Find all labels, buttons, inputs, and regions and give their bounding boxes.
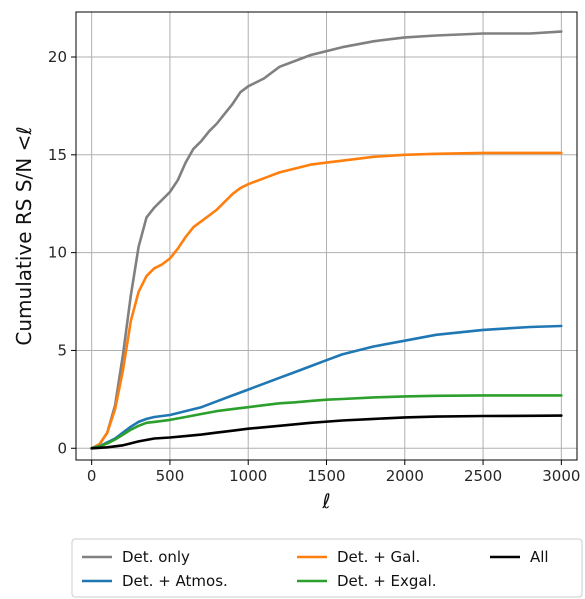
y-tick-label: 10 — [48, 244, 67, 262]
axis-ticks: 0 500 1000 1500 2000 2500 3000 0 5 10 15 20 — [48, 48, 581, 485]
x-tick-label: 2000 — [386, 467, 424, 485]
x-tick-label: 2500 — [464, 467, 502, 485]
x-tick-label: 1500 — [307, 467, 345, 485]
legend-label-det-gal: Det. + Gal. — [337, 548, 420, 566]
x-tick-label: 0 — [87, 467, 97, 485]
grid — [76, 12, 577, 460]
y-tick-label: 0 — [57, 439, 67, 457]
series-line-det-only — [90, 30, 563, 450]
x-tick-label: 1000 — [229, 467, 267, 485]
x-tick-label: 500 — [156, 467, 185, 485]
x-axis-label: ℓ — [321, 489, 330, 513]
x-tick-label: 3000 — [542, 467, 580, 485]
legend-label-all: All — [530, 548, 549, 566]
y-axis-label: Cumulative RS S/N <ℓ — [12, 126, 36, 345]
series-line-all — [90, 414, 563, 450]
series-lines — [90, 30, 563, 450]
legend-label-det-only: Det. only — [122, 548, 190, 566]
legend-label-det-atmos: Det. + Atmos. — [122, 572, 228, 590]
series-line-det-gal — [90, 151, 563, 450]
legend: Det. only Det. + Gal. All Det. + Atmos. Det.… — [71, 538, 583, 598]
legend-box — [71, 538, 583, 598]
y-tick-label: 5 — [57, 341, 67, 359]
y-tick-label: 20 — [48, 48, 67, 66]
legend-label-det-exgal: Det. + Exgal. — [337, 572, 437, 590]
series-line-det-atmos — [90, 324, 563, 450]
series-line-det-exgal — [90, 394, 563, 450]
y-tick-label: 15 — [48, 146, 67, 164]
